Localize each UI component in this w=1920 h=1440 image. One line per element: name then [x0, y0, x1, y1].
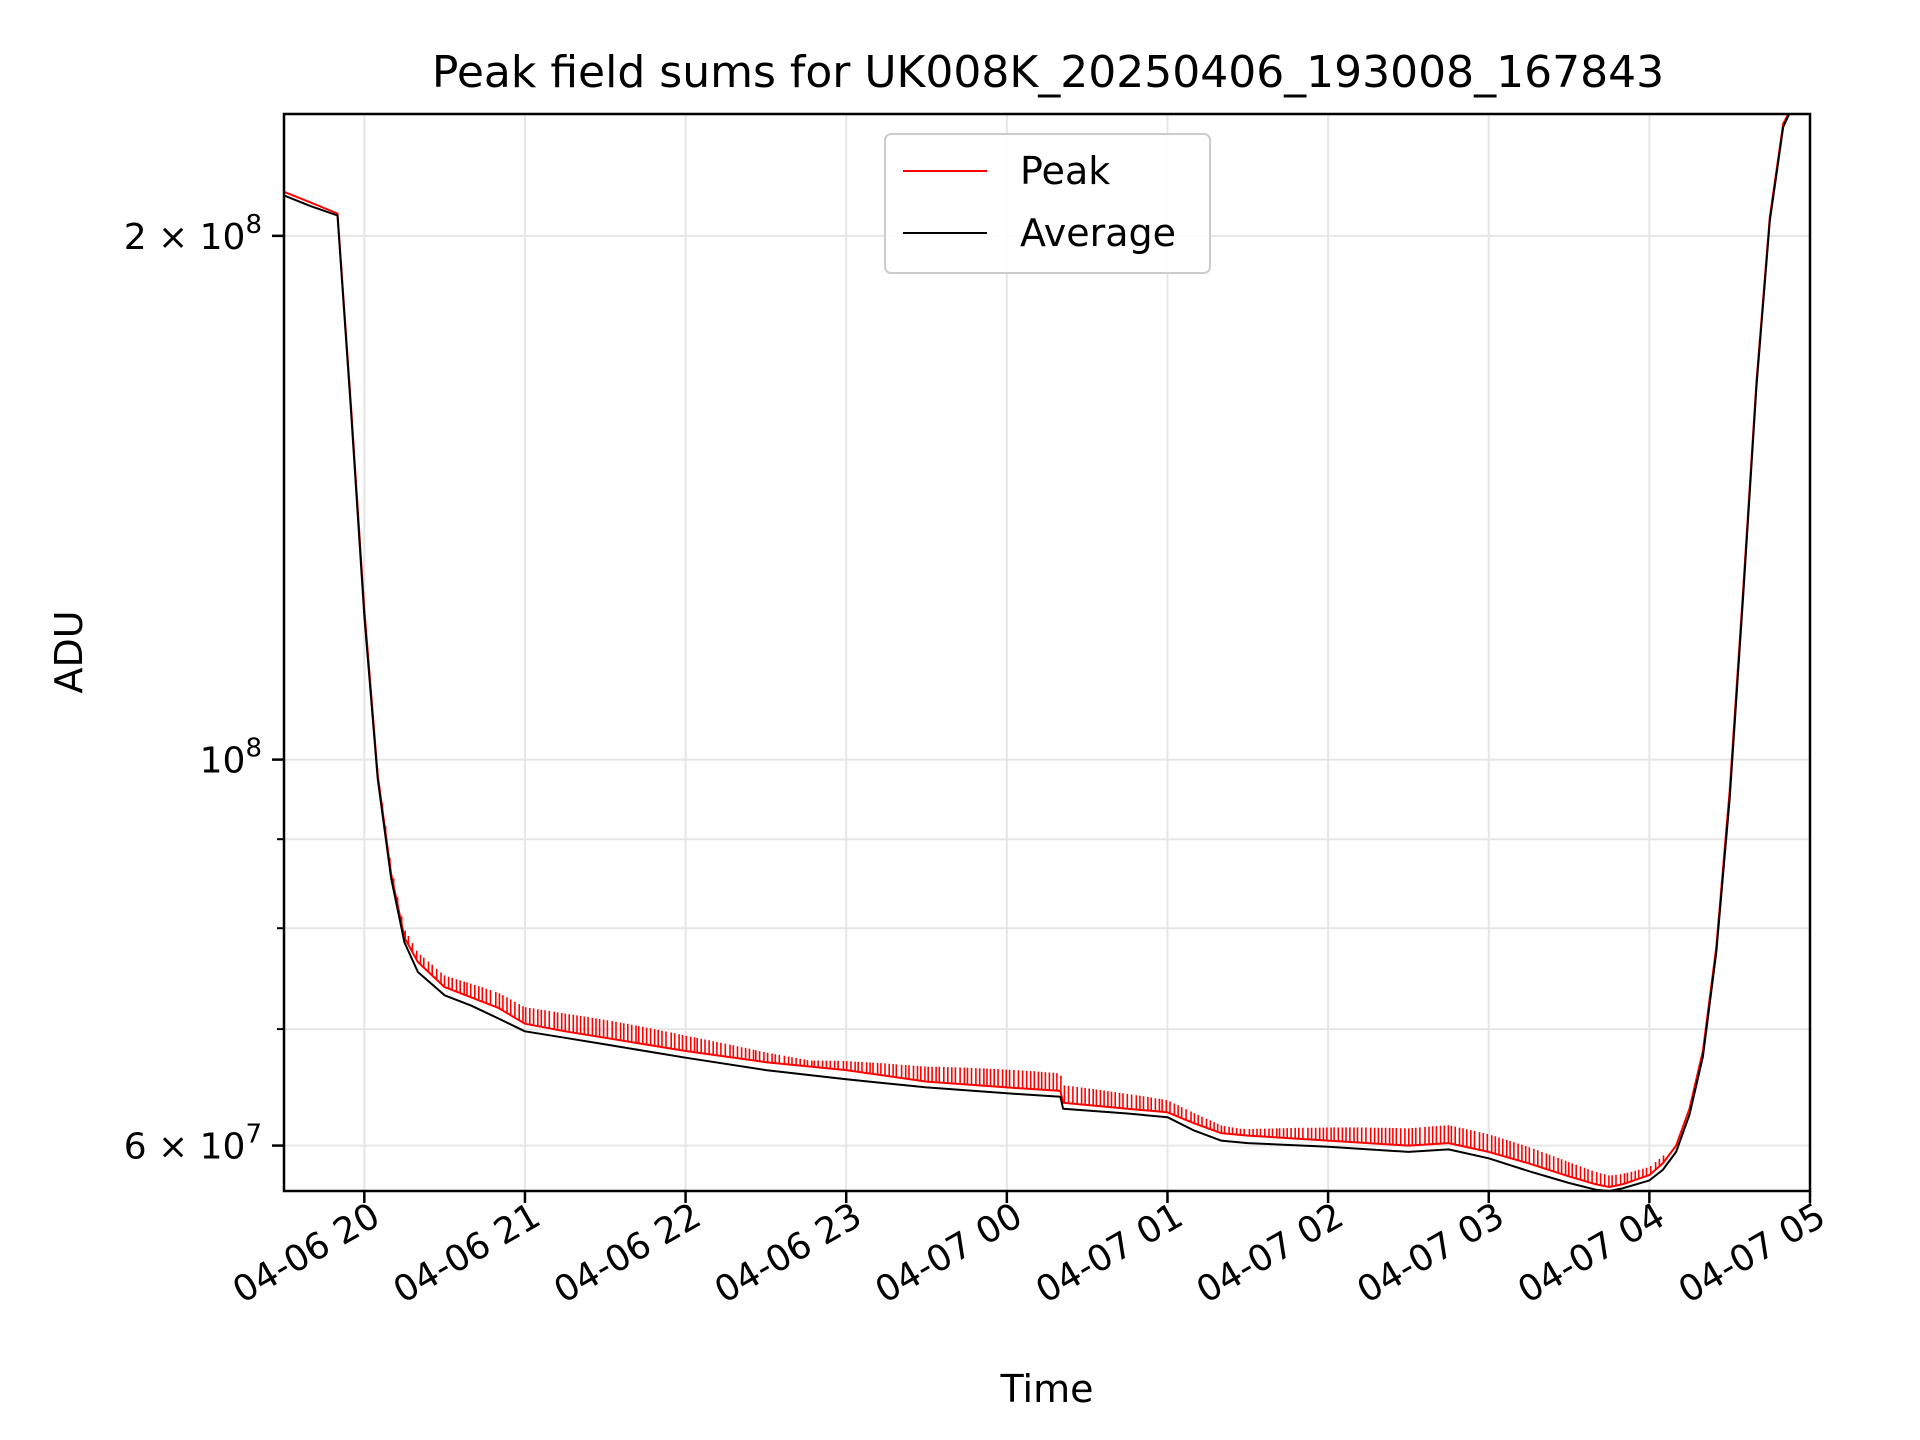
- x-tick-label: 04-06 22: [547, 1195, 708, 1311]
- series-line-average: [284, 114, 1791, 1191]
- legend-label-peak: Peak: [1020, 149, 1110, 193]
- y-axis-label: ADU: [47, 610, 91, 693]
- y-axis-ticks: 6 × 107 108 2 × 108: [124, 210, 284, 1168]
- series-layer: [284, 114, 1791, 1191]
- plot-frame: [282, 112, 1812, 1193]
- legend-box: [884, 133, 1211, 274]
- x-tick-label: 04-07 05: [1672, 1195, 1833, 1311]
- peak-spikes: [376, 768, 1665, 1187]
- y-tick-label: 108: [200, 734, 262, 782]
- x-axis-label: Time: [1000, 1367, 1094, 1411]
- y-tick-label: 6 × 107: [124, 1120, 262, 1168]
- x-tick-label: 04-07 03: [1351, 1195, 1512, 1311]
- chart-title: Peak field sums for UK008K_20250406_1930…: [432, 47, 1664, 98]
- x-tick-label: 04-06 20: [226, 1195, 387, 1311]
- x-axis-ticks: 04-06 20 04-06 21 04-06 22 04-06 23 04-07 00…: [226, 1191, 1833, 1312]
- x-tick-label: 04-06 21: [387, 1195, 548, 1311]
- legend: Peak Average: [884, 133, 1211, 274]
- x-tick-label: 04-07 01: [1029, 1195, 1190, 1311]
- x-tick-label: 04-07 02: [1190, 1195, 1351, 1311]
- x-tick-label: 04-07 04: [1511, 1195, 1672, 1311]
- grid: [284, 114, 1811, 1191]
- y-tick-label: 2 × 108: [124, 210, 262, 258]
- series-line-peak: [284, 114, 1790, 1188]
- legend-label-average: Average: [1020, 211, 1176, 255]
- x-tick-label: 04-07 00: [869, 1195, 1030, 1311]
- x-tick-label: 04-06 23: [708, 1195, 869, 1311]
